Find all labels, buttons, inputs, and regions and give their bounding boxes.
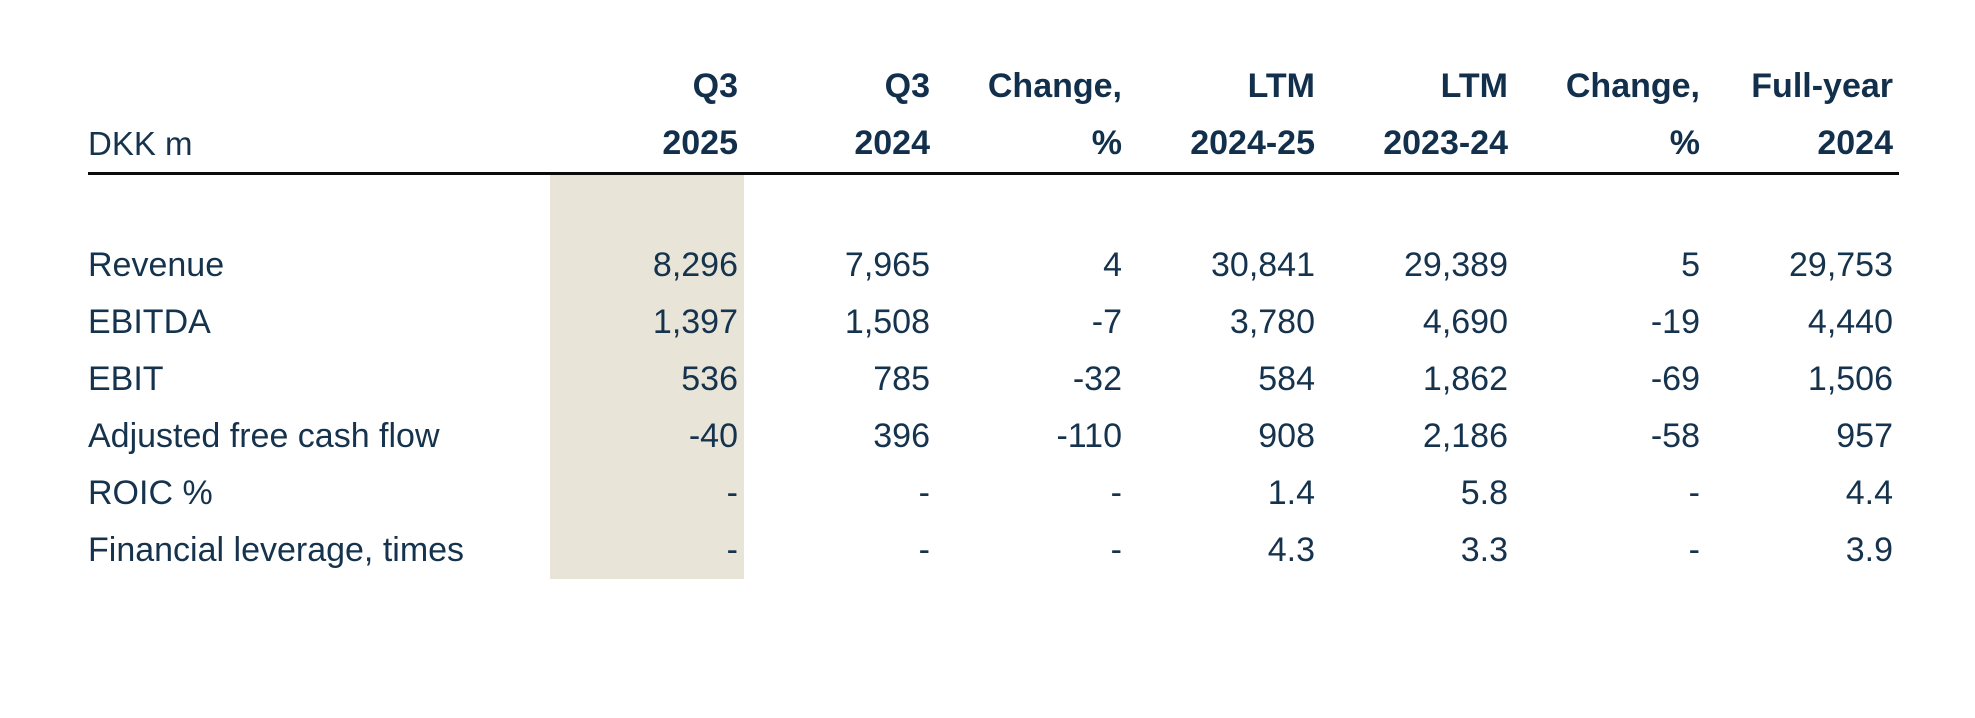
column-header-line2: % — [1669, 124, 1700, 162]
value-revenue-ltm-2023-24: 29,389 — [1404, 246, 1508, 284]
row-label-revenue: Revenue — [88, 246, 225, 284]
value-ebitda-q3-2024: 1,508 — [844, 303, 930, 341]
column-header-line1: Change, — [1565, 67, 1700, 105]
value-ebit-q3-2025: 536 — [550, 351, 744, 408]
value-revenue-change-ltm: 5 — [1681, 246, 1700, 284]
value-roic-change-q3: - — [1110, 474, 1122, 512]
value-ebitda-change-q3: -7 — [1091, 303, 1122, 341]
column-header-change-ltm: Change, % — [1514, 58, 1706, 172]
column-header-line2: % — [1091, 124, 1122, 162]
value-ebit-ltm-2023-24: 1,862 — [1422, 360, 1508, 398]
column-header-line1: LTM — [1440, 67, 1508, 105]
row-label-ebitda: EBITDA — [88, 303, 211, 341]
value-leverage-change-q3: - — [1110, 531, 1122, 569]
row-label-financial-leverage: Financial leverage, times — [88, 531, 465, 569]
value-ebitda-full-year: 4,440 — [1807, 303, 1893, 341]
value-revenue-q3-2024: 7,965 — [844, 246, 930, 284]
unit-label: DKK m — [88, 125, 193, 162]
column-header-line2: 2023-24 — [1383, 124, 1508, 162]
value-ebitda-change-ltm: -19 — [1650, 303, 1700, 341]
value-roic-ltm-2023-24: 5.8 — [1460, 474, 1508, 512]
value-afcf-q3-2025: -40 — [550, 408, 744, 465]
spacer-cell — [88, 175, 550, 237]
value-ebitda-ltm-2024-25: 3,780 — [1229, 303, 1315, 341]
value-ebit-ltm-2024-25: 584 — [1258, 360, 1315, 398]
value-ebitda-ltm-2023-24: 4,690 — [1422, 303, 1508, 341]
row-label-ebit: EBIT — [88, 360, 164, 398]
value-roic-ltm-2024-25: 1.4 — [1267, 474, 1315, 512]
value-roic-change-ltm: - — [1688, 474, 1700, 512]
spacer-cell — [744, 175, 936, 237]
value-leverage-ltm-2024-25: 4.3 — [1267, 531, 1315, 569]
value-ebitda-q3-2025: 1,397 — [550, 294, 744, 351]
spacer-cell — [1321, 175, 1514, 237]
value-revenue-ltm-2024-25: 30,841 — [1211, 246, 1315, 284]
column-header-line1: Q3 — [692, 67, 738, 105]
financial-results-table: DKK m Q3 2025 Q3 2024 Change, % LTM 2024… — [88, 58, 1899, 579]
value-afcf-ltm-2024-25: 908 — [1258, 417, 1315, 455]
spacer-cell — [1128, 175, 1321, 237]
column-header-q3-2024: Q3 2024 — [744, 58, 936, 172]
row-label-roic: ROIC % — [88, 474, 213, 512]
unit-label-cell: DKK m — [88, 58, 550, 172]
column-header-q3-2025: Q3 2025 — [550, 58, 744, 172]
spacer-cell — [936, 175, 1128, 237]
value-leverage-ltm-2023-24: 3.3 — [1460, 531, 1508, 569]
spacer-cell — [1514, 175, 1706, 237]
value-leverage-q3-2025: - — [550, 522, 744, 579]
value-leverage-full-year: 3.9 — [1845, 531, 1893, 569]
value-revenue-q3-2025: 8,296 — [550, 237, 744, 294]
value-leverage-q3-2024: - — [918, 531, 930, 569]
spacer-cell-highlight — [550, 175, 744, 237]
column-header-line2: 2024-25 — [1190, 124, 1315, 162]
value-revenue-full-year: 29,753 — [1789, 246, 1893, 284]
spacer-cell — [1706, 175, 1899, 237]
value-afcf-ltm-2023-24: 2,186 — [1422, 417, 1508, 455]
column-header-line1: Full-year — [1751, 67, 1893, 105]
column-header-line1: LTM — [1247, 67, 1315, 105]
column-header-line1: Change, — [987, 67, 1122, 105]
value-afcf-full-year: 957 — [1836, 417, 1893, 455]
value-afcf-change-ltm: -58 — [1650, 417, 1700, 455]
value-ebit-change-ltm: -69 — [1650, 360, 1700, 398]
value-ebit-q3-2024: 785 — [873, 360, 930, 398]
value-roic-q3-2024: - — [918, 474, 930, 512]
column-header-ltm-2024-25: LTM 2024-25 — [1128, 58, 1321, 172]
column-header-line1: Q3 — [884, 67, 930, 105]
value-afcf-change-q3: -110 — [1056, 417, 1122, 455]
column-header-change-q3: Change, % — [936, 58, 1128, 172]
value-roic-full-year: 4.4 — [1845, 474, 1893, 512]
column-header-line2: 2024 — [854, 124, 930, 162]
value-leverage-change-ltm: - — [1688, 531, 1700, 569]
value-ebit-full-year: 1,506 — [1807, 360, 1893, 398]
value-roic-q3-2025: - — [550, 465, 744, 522]
row-label-adjusted-free-cash-flow: Adjusted free cash flow — [88, 417, 440, 455]
column-header-full-year-2024: Full-year 2024 — [1706, 58, 1899, 172]
table-body: Revenue 8,296 7,965 4 30,841 29,389 5 29… — [88, 175, 1899, 579]
value-ebit-change-q3: -32 — [1072, 360, 1122, 398]
column-header-line2: 2024 — [1817, 124, 1893, 162]
table-header-row: DKK m Q3 2025 Q3 2024 Change, % LTM 2024… — [88, 58, 1899, 175]
value-revenue-change-q3: 4 — [1103, 246, 1122, 284]
column-header-ltm-2023-24: LTM 2023-24 — [1321, 58, 1514, 172]
value-afcf-q3-2024: 396 — [873, 417, 930, 455]
column-header-line2: 2025 — [662, 124, 738, 162]
